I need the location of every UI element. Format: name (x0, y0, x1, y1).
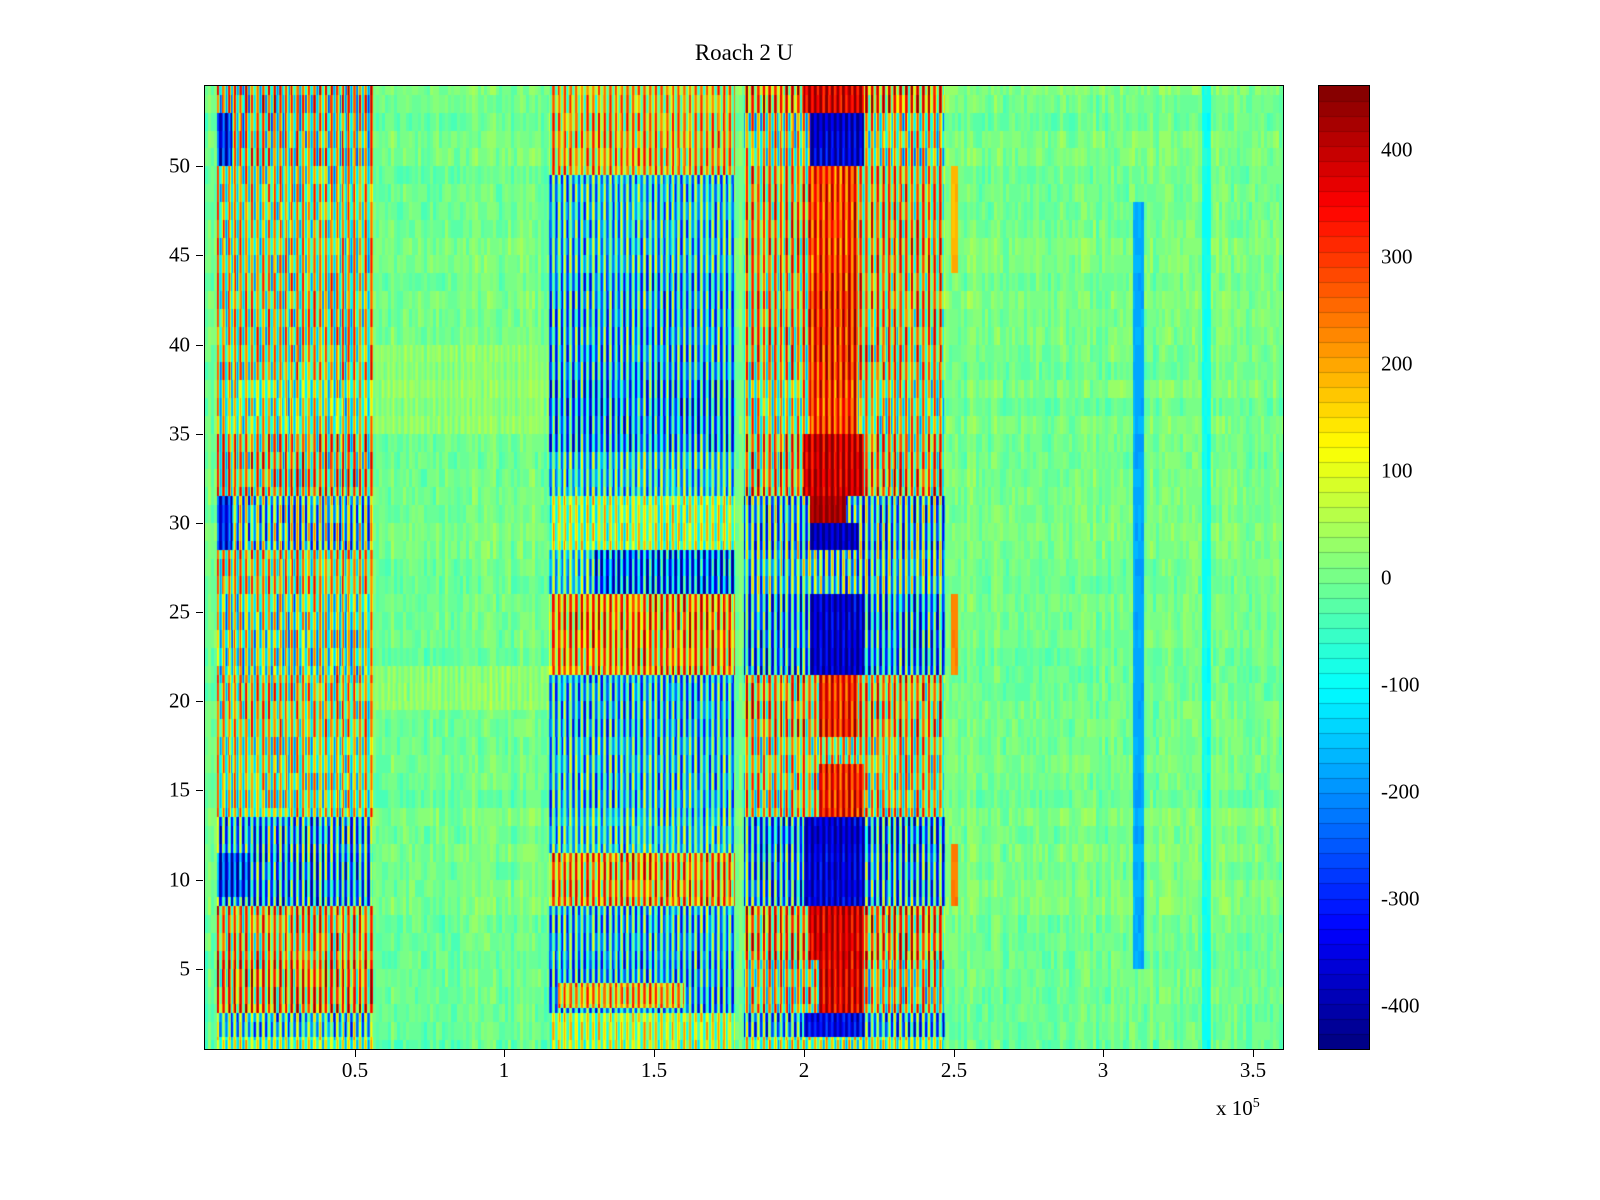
x-tick-mark (1253, 1050, 1254, 1057)
colorbar-tick-label: -400 (1381, 993, 1420, 1018)
y-tick-label: 45 (169, 242, 190, 267)
x-tick-label: 3.5 (1239, 1058, 1267, 1082)
y-tick-label: 20 (169, 688, 190, 713)
x-axis-multiplier: x 105 (1216, 1096, 1260, 1121)
colorbar-tick-label: -100 (1381, 672, 1420, 697)
y-tick-mark (196, 701, 203, 702)
y-tick-label: 35 (169, 421, 190, 446)
x-tick-mark (504, 1050, 505, 1057)
x-tick-label: 2.5 (940, 1058, 968, 1082)
x-tick-mark (804, 1050, 805, 1057)
x-tick-label: 2 (798, 1058, 810, 1082)
x-tick-label: 1 (498, 1058, 510, 1082)
x-tick-label: 1.5 (640, 1058, 668, 1082)
x-axis-multiplier-exponent: 5 (1252, 1096, 1260, 1111)
chart-title: Roach 2 U (694, 40, 794, 65)
x-tick-label: 3 (1097, 1058, 1109, 1082)
colorbar-tick-label: 0 (1381, 565, 1392, 590)
y-tick-label: 15 (169, 777, 190, 802)
colorbar-tick-label: 400 (1381, 137, 1413, 162)
y-tick-mark (196, 969, 203, 970)
x-tick-mark (1103, 1050, 1104, 1057)
y-tick-label: 40 (169, 332, 190, 357)
y-tick-label: 25 (169, 599, 190, 624)
y-tick-mark (196, 434, 203, 435)
y-tick-mark (196, 255, 203, 256)
y-tick-label: 30 (169, 510, 190, 535)
plot-area (204, 85, 1284, 1050)
colorbar-tick-label: -300 (1381, 886, 1420, 911)
y-tick-mark (196, 880, 203, 881)
y-tick-mark (196, 790, 203, 791)
x-tick-mark (954, 1050, 955, 1057)
y-tick-mark (196, 523, 203, 524)
x-axis-multiplier-base: x 10 (1216, 1096, 1253, 1120)
y-tick-mark (196, 166, 203, 167)
y-tick-label: 50 (169, 153, 190, 178)
colorbar (1318, 85, 1370, 1050)
x-tick-mark (654, 1050, 655, 1057)
colorbar-tick-label: 100 (1381, 458, 1413, 483)
colorbar-tick-label: 200 (1381, 351, 1413, 376)
y-tick-label: 5 (179, 956, 191, 981)
x-tick-mark (355, 1050, 356, 1057)
y-tick-mark (196, 612, 203, 613)
colorbar-gradient (1319, 86, 1369, 1049)
x-tick-label: 0.5 (341, 1058, 369, 1082)
y-tick-label: 10 (169, 867, 190, 892)
colorbar-tick-label: 300 (1381, 244, 1413, 269)
heatmap-canvas (205, 86, 1283, 1049)
colorbar-tick-label: -200 (1381, 779, 1420, 804)
y-tick-mark (196, 345, 203, 346)
